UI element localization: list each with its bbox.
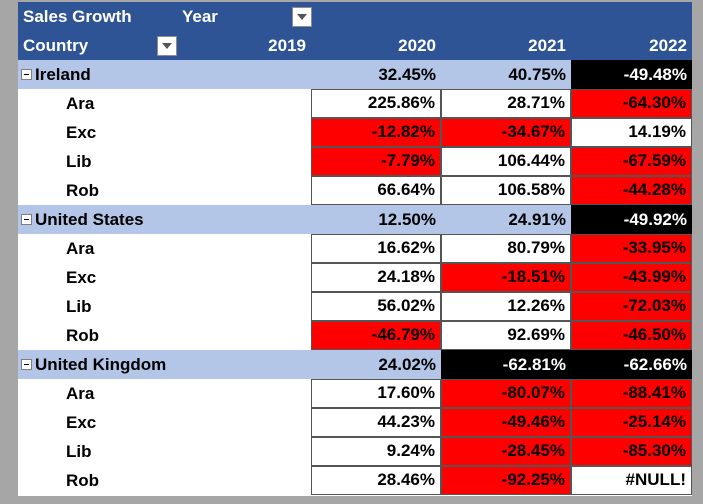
row-label[interactable]: Lib <box>66 151 92 171</box>
dropdown-arrow-icon <box>162 42 172 49</box>
row-label[interactable]: Exc <box>66 122 97 142</box>
row-label[interactable]: Rob <box>66 180 100 200</box>
group-total-cell[interactable]: -62.66% <box>571 350 692 379</box>
value-cell[interactable]: 56.02% <box>310 291 441 321</box>
collapse-icon[interactable] <box>21 214 32 225</box>
value-cell[interactable] <box>182 263 311 292</box>
value-cell[interactable] <box>182 292 311 321</box>
value-cell[interactable] <box>182 118 311 147</box>
pivot-table: Sales Growth Year Country 2019 2020 2021… <box>18 2 692 496</box>
value-cell[interactable]: 44.23% <box>310 407 441 437</box>
group-total-cell[interactable] <box>182 205 311 234</box>
collapse-icon[interactable] <box>21 69 32 80</box>
value-cell[interactable] <box>182 176 311 205</box>
value-cell[interactable]: -43.99% <box>570 262 692 292</box>
pivot-title: Sales Growth <box>18 2 182 31</box>
group-total-cell[interactable] <box>182 350 311 379</box>
value-cell[interactable]: -72.03% <box>570 291 692 321</box>
group-total-cell[interactable]: 24.91% <box>441 205 571 234</box>
value-cell[interactable]: -7.79% <box>310 146 441 176</box>
value-cell[interactable]: -46.50% <box>570 320 692 350</box>
row-label[interactable]: Exc <box>66 267 97 287</box>
value-cell[interactable]: -64.30% <box>570 88 692 118</box>
value-cell[interactable]: -85.30% <box>570 436 692 466</box>
year-header: 2019 <box>182 31 311 60</box>
value-cell[interactable] <box>182 466 311 495</box>
value-cell[interactable]: 66.64% <box>310 175 441 205</box>
group-total-cell[interactable]: -49.92% <box>571 205 692 234</box>
year-filter-button[interactable] <box>292 6 312 27</box>
row-label[interactable]: Rob <box>66 470 100 490</box>
value-cell[interactable]: 92.69% <box>440 320 571 350</box>
value-cell[interactable]: -49.46% <box>440 407 571 437</box>
row-label[interactable]: Exc <box>66 412 97 432</box>
value-cell[interactable] <box>182 408 311 437</box>
value-cell[interactable]: 12.26% <box>440 291 571 321</box>
value-cell[interactable]: -33.95% <box>570 233 692 263</box>
row-label[interactable]: Rob <box>66 325 100 345</box>
value-cell[interactable] <box>182 321 311 350</box>
value-cell[interactable]: 225.86% <box>310 88 441 118</box>
row-field-header: Country <box>18 31 182 60</box>
value-cell[interactable] <box>182 379 311 408</box>
value-cell[interactable]: 24.18% <box>310 262 441 292</box>
group-row-label[interactable]: Ireland <box>18 60 182 89</box>
group-total-cell[interactable]: 24.02% <box>311 350 441 379</box>
value-cell[interactable]: -25.14% <box>570 407 692 437</box>
value-cell[interactable]: -67.59% <box>570 146 692 176</box>
value-cell[interactable] <box>182 89 311 118</box>
value-cell[interactable]: 28.46% <box>310 465 441 495</box>
value-cell[interactable] <box>182 147 311 176</box>
year-header: 2021 <box>441 31 571 60</box>
group-name: Ireland <box>35 64 91 84</box>
country-filter-button[interactable] <box>157 35 177 56</box>
value-cell[interactable]: -80.07% <box>440 378 571 408</box>
dropdown-arrow-icon <box>297 13 307 20</box>
group-total-cell[interactable]: 12.50% <box>311 205 441 234</box>
value-cell[interactable]: 106.44% <box>440 146 571 176</box>
group-total-cell[interactable] <box>182 60 311 89</box>
column-field-header: Year <box>182 2 692 31</box>
row-label[interactable]: Lib <box>66 296 92 316</box>
group-name: United Kingdom <box>35 354 167 374</box>
value-cell[interactable] <box>182 437 311 466</box>
value-cell[interactable]: 17.60% <box>310 378 441 408</box>
row-label[interactable]: Ara <box>66 383 95 403</box>
group-total-cell[interactable]: -62.81% <box>441 350 571 379</box>
group-name: United States <box>35 209 144 229</box>
collapse-icon[interactable] <box>21 359 32 370</box>
value-cell[interactable]: 106.58% <box>440 175 571 205</box>
row-label[interactable]: Ara <box>66 93 95 113</box>
value-cell[interactable]: -28.45% <box>440 436 571 466</box>
value-cell[interactable]: 28.71% <box>440 88 571 118</box>
value-cell[interactable]: 16.62% <box>310 233 441 263</box>
value-cell[interactable]: 14.19% <box>570 117 692 147</box>
group-total-cell[interactable]: 40.75% <box>441 60 571 89</box>
row-label[interactable]: Lib <box>66 441 92 461</box>
year-header: 2022 <box>571 31 692 60</box>
group-row-label[interactable]: United States <box>18 205 182 234</box>
row-label[interactable]: Ara <box>66 238 95 258</box>
value-cell[interactable]: -12.82% <box>310 117 441 147</box>
value-cell[interactable]: -92.25% <box>440 465 571 495</box>
value-cell[interactable] <box>182 234 311 263</box>
group-total-cell[interactable]: 32.45% <box>311 60 441 89</box>
value-cell[interactable]: -46.79% <box>310 320 441 350</box>
value-cell[interactable]: -44.28% <box>570 175 692 205</box>
year-header: 2020 <box>311 31 441 60</box>
group-row-label[interactable]: United Kingdom <box>18 350 182 379</box>
value-cell[interactable]: -34.67% <box>440 117 571 147</box>
group-total-cell[interactable]: -49.48% <box>571 60 692 89</box>
value-cell[interactable]: -88.41% <box>570 378 692 408</box>
value-cell[interactable]: -18.51% <box>440 262 571 292</box>
column-field-label: Year <box>182 6 218 26</box>
value-cell[interactable]: 80.79% <box>440 233 571 263</box>
value-cell[interactable]: 9.24% <box>310 436 441 466</box>
row-field-label: Country <box>23 35 89 55</box>
value-cell[interactable]: #NULL! <box>570 465 692 495</box>
